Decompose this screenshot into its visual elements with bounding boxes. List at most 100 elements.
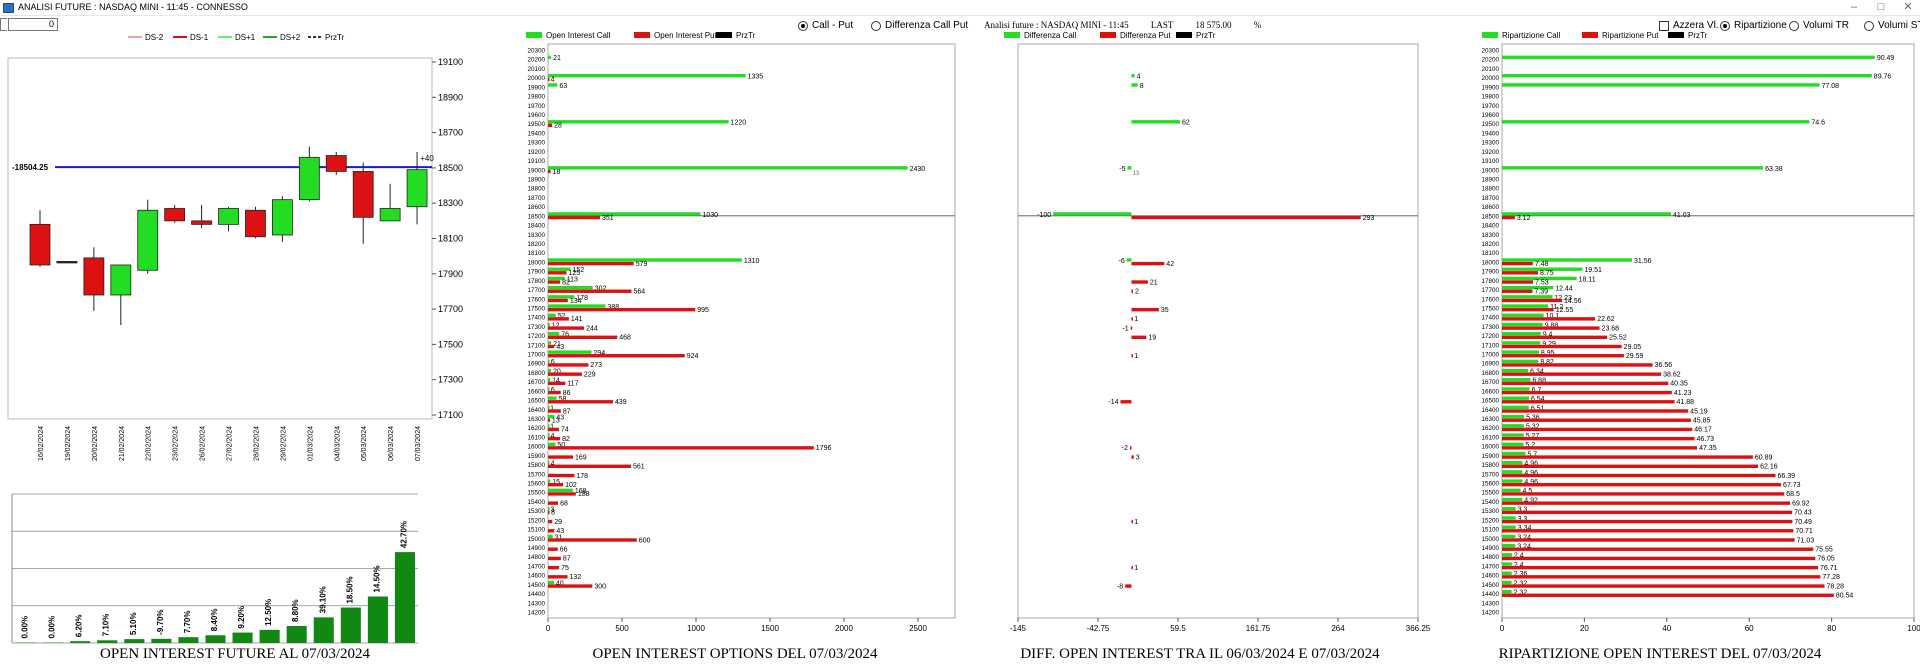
put-bar-label: 70.43 bbox=[1794, 510, 1812, 517]
strike-label: 17600 bbox=[527, 296, 545, 303]
call-bar-label: 6.51 bbox=[1531, 405, 1545, 412]
call-bar bbox=[548, 442, 556, 446]
strike-label: 16900 bbox=[527, 361, 545, 368]
legend-label-0: Open Interest Call bbox=[546, 31, 611, 40]
close-icon[interactable]: ✕ bbox=[1903, 1, 1913, 13]
strike-label: 14400 bbox=[1481, 591, 1499, 598]
radio-dot[interactable] bbox=[1720, 20, 1730, 31]
put-bar bbox=[548, 77, 550, 82]
put-bar-label: 87 bbox=[563, 408, 571, 415]
put-bar-label: 439 bbox=[615, 399, 627, 406]
strike-label: 15300 bbox=[1481, 508, 1499, 515]
radio-ripartizione[interactable]: Ripartizione bbox=[1720, 20, 1787, 31]
strike-label: 15900 bbox=[1481, 453, 1499, 460]
call-bar bbox=[1502, 433, 1524, 437]
candle-body bbox=[137, 209, 159, 271]
put-bar bbox=[548, 492, 576, 496]
call-bar-label: 1220 bbox=[731, 120, 747, 127]
call-bar bbox=[1502, 589, 1512, 594]
radio-call-put[interactable]: Call - Put bbox=[798, 20, 853, 31]
radio-dot[interactable] bbox=[798, 20, 808, 31]
put-bar-label: 132 bbox=[570, 574, 582, 581]
put-bar bbox=[548, 381, 566, 386]
put-bar-label: 3.12 bbox=[1517, 215, 1531, 222]
checkbox-box[interactable] bbox=[1659, 20, 1669, 31]
zoom-input[interactable]: 0 bbox=[8, 18, 58, 31]
put-bar bbox=[1502, 335, 1608, 340]
radio-dot[interactable] bbox=[871, 20, 881, 31]
call-bar-label: 5.2 bbox=[1525, 442, 1535, 449]
call-bar-label: 6.88 bbox=[1532, 378, 1546, 385]
call-bar bbox=[548, 460, 550, 465]
call-bar-label: 1030 bbox=[702, 212, 718, 219]
put-bar-label: 1 bbox=[1134, 353, 1138, 360]
call-bar bbox=[1502, 580, 1512, 585]
strike-label: 16000 bbox=[1481, 444, 1499, 451]
x-tick-label: 20 bbox=[1580, 624, 1589, 633]
radio-volumi-st[interactable]: Volumi ST bbox=[1864, 20, 1920, 31]
put-bar bbox=[1502, 464, 1759, 468]
maximize-icon[interactable]: □ bbox=[1877, 1, 1885, 13]
put-bar bbox=[1131, 307, 1159, 312]
y-tick-label: 17300 bbox=[438, 375, 463, 385]
put-bar-label: 47.35 bbox=[1699, 445, 1717, 452]
window-titlebar: ANALISI FUTURE : NASDAQ MINI - 11:45 - C… bbox=[0, 0, 1920, 16]
call-bar bbox=[548, 285, 593, 290]
put-bar-label: -8 bbox=[1117, 583, 1123, 590]
radio-dot[interactable] bbox=[1864, 20, 1874, 31]
strike-label: 14800 bbox=[527, 554, 545, 561]
put-bar bbox=[1502, 372, 1662, 376]
put-bar bbox=[1502, 483, 1782, 487]
strike-label: 17400 bbox=[527, 315, 545, 322]
candle-body bbox=[298, 156, 320, 201]
call-bar-label: 8.82 bbox=[1540, 359, 1554, 366]
minimize-icon[interactable]: – bbox=[1850, 1, 1858, 13]
call-bar-label: 18.11 bbox=[1579, 276, 1596, 283]
call-bar-label: 11.2 bbox=[1550, 304, 1563, 311]
call-bar bbox=[548, 295, 575, 299]
strike-label: 17100 bbox=[527, 342, 545, 349]
call-bar-label: 3.34 bbox=[1518, 525, 1532, 532]
panel-title-diff: DIFF. OPEN INTEREST TRA IL 06/03/2024 E … bbox=[1020, 646, 1380, 662]
oi-future-bar-label: 12.50% bbox=[264, 599, 273, 626]
radio-diff-call-put[interactable]: Differenza Call Put bbox=[871, 20, 968, 31]
call-bar-label: 63 bbox=[559, 83, 567, 90]
strike-label: 15500 bbox=[527, 490, 545, 497]
put-bar bbox=[548, 215, 600, 220]
x-tick-label: 2000 bbox=[835, 624, 853, 633]
strike-label: 16300 bbox=[1481, 416, 1499, 423]
radio-volumi-tr[interactable]: Volumi TR bbox=[1789, 20, 1849, 31]
oi-future-bar-label: 39.10% bbox=[318, 586, 327, 613]
oi-future-bar-label: -9.70% bbox=[156, 609, 165, 634]
strike-label: 15900 bbox=[527, 453, 545, 460]
y-tick-label: 18500 bbox=[438, 163, 463, 173]
checkbox-azzera[interactable]: Azzera Vl. bbox=[1659, 20, 1719, 31]
put-bar-label: 244 bbox=[586, 325, 598, 332]
strike-label: 15600 bbox=[1481, 481, 1499, 488]
strike-label: 17000 bbox=[1481, 352, 1499, 359]
radio-dot[interactable] bbox=[1789, 20, 1799, 31]
strike-label: 16200 bbox=[527, 425, 545, 432]
price-label: -18504.25 bbox=[12, 163, 49, 172]
call-bar-label: 2.4 bbox=[1514, 553, 1524, 560]
call-bar-label: 19.51 bbox=[1584, 267, 1602, 274]
put-bar bbox=[1502, 547, 1814, 551]
oi-future-bar-label: 0.00% bbox=[48, 616, 57, 639]
legend-swatch-1 bbox=[634, 32, 650, 38]
put-bar-label: 8 bbox=[551, 510, 555, 517]
put-bar bbox=[1502, 519, 1793, 524]
call-bar-label: 21 bbox=[553, 341, 561, 348]
call-bar bbox=[1502, 534, 1516, 539]
strike-label: 16600 bbox=[1481, 388, 1499, 395]
put-bar bbox=[1502, 473, 1776, 478]
put-bar bbox=[1502, 427, 1693, 432]
put-bar-label: 579 bbox=[636, 261, 648, 268]
put-bar-label: 66 bbox=[560, 547, 568, 554]
call-bar bbox=[548, 120, 729, 124]
put-bar-label: 178 bbox=[576, 473, 588, 480]
zoom-spinner-button[interactable] bbox=[0, 18, 7, 31]
call-bar-label: 2.32 bbox=[1514, 580, 1528, 587]
strike-label: 18900 bbox=[1481, 176, 1499, 183]
put-bar bbox=[1502, 344, 1622, 349]
put-bar-label: 102 bbox=[565, 482, 577, 489]
